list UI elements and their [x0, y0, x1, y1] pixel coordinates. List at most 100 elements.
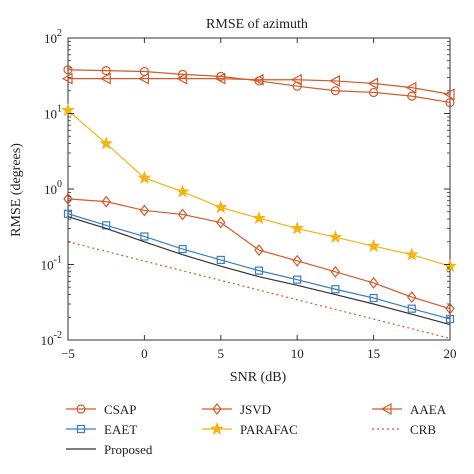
data-point-jsvd	[445, 302, 455, 315]
series-layer	[61, 65, 457, 339]
data-point-csap	[63, 65, 73, 75]
data-point-jsvd	[368, 276, 379, 289]
data-point-parafac	[404, 247, 419, 261]
data-point-jsvd	[216, 216, 226, 229]
series-line-proposed	[67, 216, 451, 326]
data-point-jsvd	[139, 204, 150, 217]
data-point-aaea	[443, 88, 455, 101]
x-tick-label: 0	[141, 346, 148, 361]
series-line-csap	[67, 69, 451, 104]
legend-label: JSVD	[240, 402, 271, 417]
legend-marker	[76, 404, 86, 414]
data-point-aaea	[214, 72, 226, 85]
data-point-aaea	[290, 73, 302, 86]
x-tick-label: 5	[218, 346, 225, 361]
data-point-csap	[101, 66, 111, 76]
data-point-aaea	[367, 77, 379, 90]
x-tick-label: 15	[367, 346, 380, 361]
data-point-parafac	[252, 211, 266, 225]
data-point-parafac	[328, 229, 343, 244]
series-crb	[67, 241, 451, 339]
y-tick-label: 10-1	[41, 255, 62, 273]
plot-border	[67, 37, 451, 341]
series-parafac	[61, 103, 457, 273]
legend: CSAP JSVD AAEA EAET PARAFAC CRB Proposed	[66, 402, 447, 457]
data-point-jsvd	[330, 265, 341, 278]
series-eaet	[63, 209, 455, 324]
data-point-parafac	[213, 200, 228, 214]
data-point-jsvd	[101, 195, 111, 208]
legend-marker	[380, 402, 392, 416]
plot-area	[67, 37, 451, 341]
data-point-eaet	[178, 244, 187, 254]
series-line-jsvd	[67, 198, 451, 310]
data-point-parafac	[99, 136, 114, 150]
legend-label: Proposed	[104, 442, 153, 457]
data-point-parafac	[137, 170, 152, 184]
y-tick-label: 102	[44, 28, 62, 46]
series-aaea	[61, 72, 455, 101]
series-jsvd	[63, 192, 455, 315]
data-point-jsvd	[177, 208, 188, 221]
data-point-parafac	[61, 103, 75, 117]
series-line-eaet	[67, 213, 451, 320]
legend-label: PARAFAC	[240, 422, 298, 437]
axis-ticks: −5 0 5 10 15 20 10-2 10-1 100 101 102	[41, 28, 457, 361]
data-point-eaet	[254, 266, 264, 275]
data-point-jsvd	[407, 291, 417, 304]
data-point-aaea	[99, 72, 111, 85]
legend-label: EAET	[104, 422, 137, 437]
data-point-parafac	[290, 221, 305, 235]
x-tick-label: 20	[444, 346, 457, 361]
legend-label: CRB	[410, 422, 436, 437]
data-point-csap	[330, 86, 340, 96]
data-point-parafac	[366, 238, 381, 252]
y-tick-label: 101	[44, 104, 62, 122]
legend-marker	[212, 403, 222, 415]
data-point-eaet	[140, 232, 149, 241]
legend-label: AAEA	[410, 402, 447, 417]
data-point-eaet	[407, 304, 416, 313]
y-axis-label: RMSE (degrees)	[9, 143, 24, 237]
y-tick-label: 10-2	[41, 330, 62, 348]
legend-item-proposed: Proposed	[66, 442, 153, 457]
data-point-jsvd	[292, 254, 302, 267]
x-tick-label: 10	[291, 346, 304, 361]
data-point-aaea	[252, 73, 264, 86]
data-point-parafac	[443, 258, 457, 273]
data-point-csap	[369, 87, 379, 98]
legend-item-crb: CRB	[372, 422, 436, 437]
data-point-eaet	[445, 314, 455, 324]
legend-marker	[210, 421, 224, 435]
legend-item-csap: CSAP	[66, 402, 137, 417]
x-axis-label: SNR (dB)	[230, 370, 287, 385]
legend-item-jsvd: JSVD	[202, 402, 271, 417]
series-line-crb	[67, 241, 451, 339]
data-point-aaea	[138, 72, 149, 85]
data-point-eaet	[331, 285, 340, 294]
data-point-aaea	[329, 74, 340, 87]
chart-title: RMSE of azimuth	[206, 17, 308, 32]
data-point-jsvd	[254, 244, 264, 257]
series-line-parafac	[67, 109, 451, 267]
series-line-aaea	[68, 77, 451, 95]
series-proposed	[67, 216, 451, 326]
data-point-jsvd	[63, 192, 73, 205]
legend-marker	[76, 424, 86, 434]
legend-item-eaet: EAET	[66, 422, 137, 437]
legend-item-aaea: AAEA	[372, 402, 447, 417]
data-point-eaet	[293, 275, 302, 284]
series-csap	[63, 65, 455, 108]
y-tick-label: 100	[44, 179, 62, 197]
data-point-aaea	[61, 72, 73, 85]
legend-label: CSAP	[104, 402, 137, 417]
data-point-csap	[445, 97, 455, 108]
x-tick-label: −5	[61, 346, 75, 361]
data-point-eaet	[369, 293, 378, 303]
data-point-csap	[407, 91, 417, 101]
data-point-parafac	[175, 184, 190, 198]
data-point-aaea	[405, 81, 417, 94]
legend-item-parafac: PARAFAC	[202, 421, 298, 437]
data-point-eaet	[216, 255, 225, 265]
